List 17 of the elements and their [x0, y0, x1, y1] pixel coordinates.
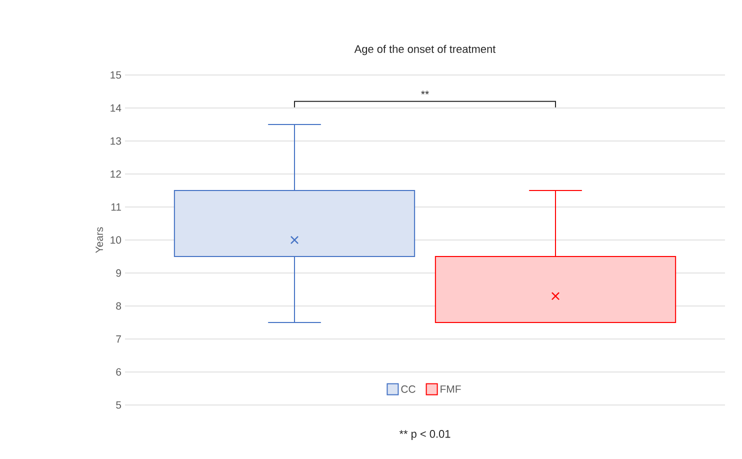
y-tick-label: 8	[116, 302, 122, 310]
legend-label: FMF	[440, 385, 461, 393]
text: ** p < 0.01	[399, 430, 450, 440]
legend-label: CC	[401, 385, 416, 393]
y-tick-label: 9	[116, 269, 121, 277]
y-tick-label: 6	[116, 368, 122, 376]
y-tick-label: 13	[110, 137, 122, 145]
y-tick-label: 12	[110, 170, 121, 178]
y-tick-label: 14	[110, 104, 122, 112]
y-tick-label: 15	[110, 71, 122, 79]
annotation: **	[421, 90, 429, 94]
y-axis-title: Years	[96, 227, 104, 253]
y-tick-label: 5	[116, 401, 122, 409]
chart-title: Age of the onset of treatment	[354, 44, 496, 56]
y-tick-label: 11	[111, 203, 121, 211]
y-tick-label: 10	[110, 236, 122, 244]
y-tick-label: 7	[116, 335, 121, 343]
